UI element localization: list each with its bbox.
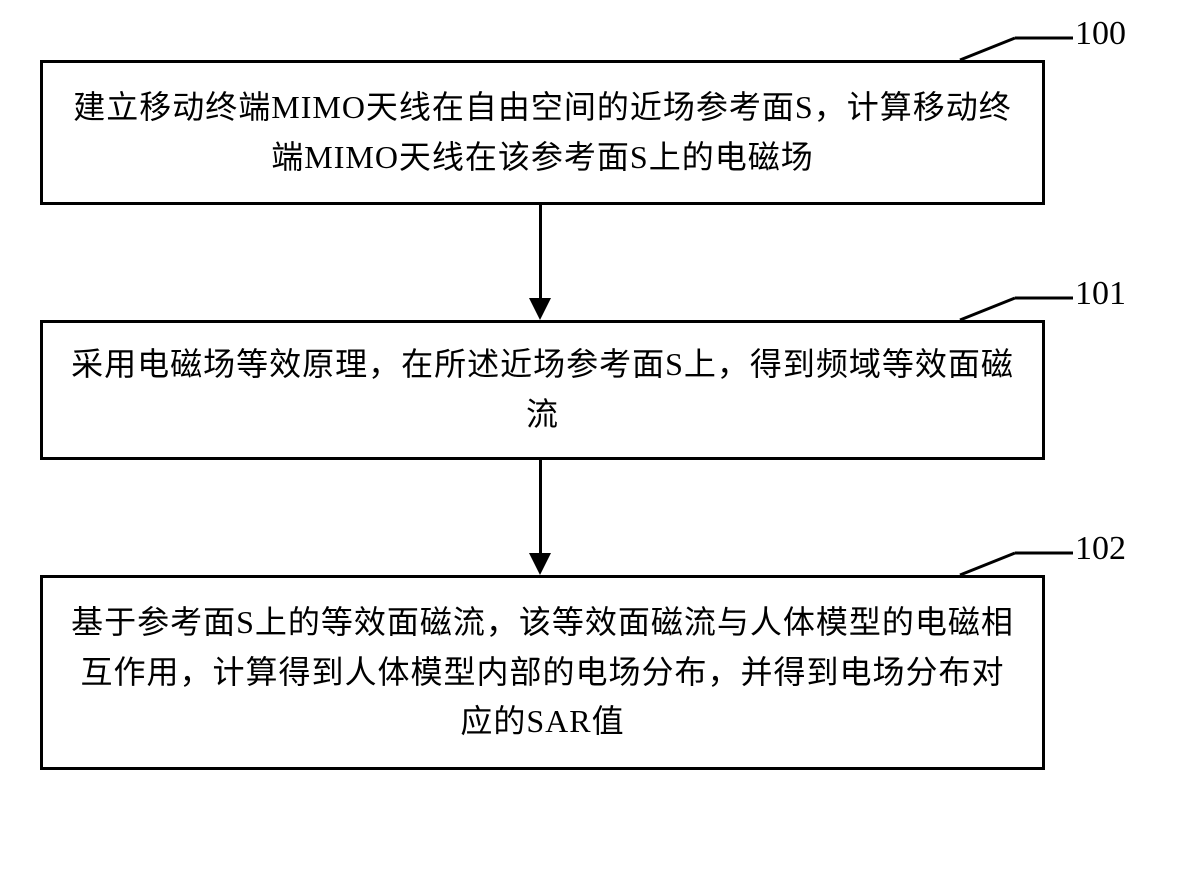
leader-line-2 [958, 296, 1078, 326]
flow-label-3: 102 [1075, 530, 1126, 568]
flow-box-1: 建立移动终端MIMO天线在自由空间的近场参考面S，计算移动终端MIMO天线在该参… [40, 60, 1045, 205]
flow-label-2: 101 [1075, 275, 1126, 313]
arrow-2-3-line [539, 460, 542, 555]
flowchart-container: 建立移动终端MIMO天线在自由空间的近场参考面S，计算移动终端MIMO天线在该参… [0, 0, 1191, 872]
flow-box-2-text: 采用电磁场等效原理，在所述近场参考面S上，得到频域等效面磁流 [71, 340, 1014, 439]
flow-box-1-text: 建立移动终端MIMO天线在自由空间的近场参考面S，计算移动终端MIMO天线在该参… [71, 83, 1014, 182]
flow-box-3-text: 基于参考面S上的等效面磁流，该等效面磁流与人体模型的电磁相互作用，计算得到人体模… [71, 598, 1014, 747]
flow-box-3: 基于参考面S上的等效面磁流，该等效面磁流与人体模型的电磁相互作用，计算得到人体模… [40, 575, 1045, 770]
leader-line-3 [958, 551, 1078, 581]
flow-label-1: 100 [1075, 15, 1126, 53]
flow-box-2: 采用电磁场等效原理，在所述近场参考面S上，得到频域等效面磁流 [40, 320, 1045, 460]
arrow-1-2-line [539, 205, 542, 300]
arrow-1-2-head [529, 298, 551, 320]
leader-line-1 [958, 36, 1078, 66]
arrow-2-3-head [529, 553, 551, 575]
